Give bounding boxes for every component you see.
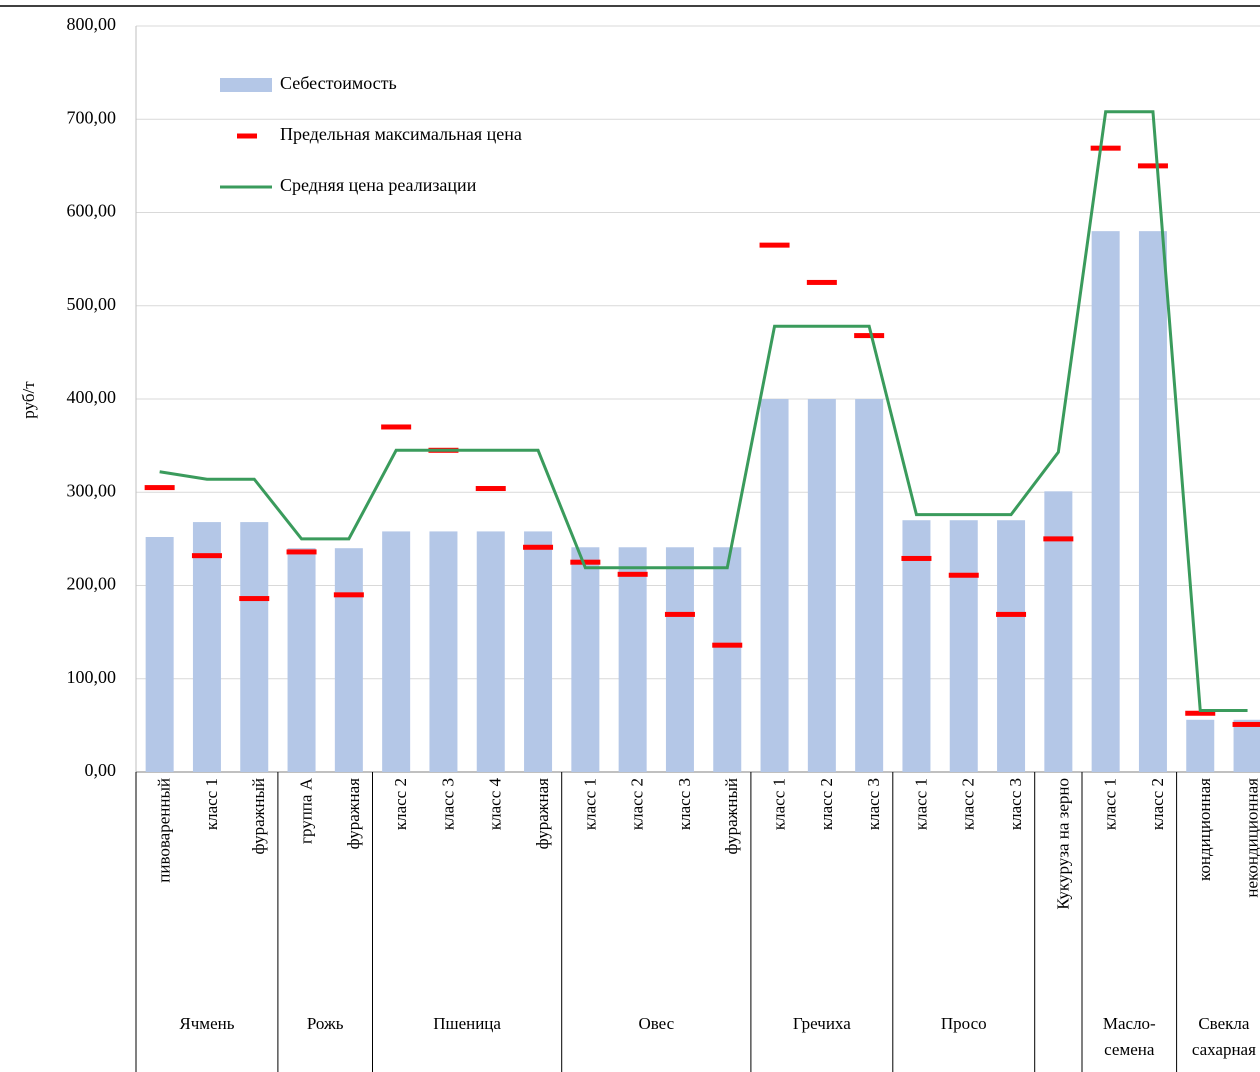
y-tick-label: 700,00: [67, 107, 117, 127]
price-marker: [1091, 146, 1121, 151]
bar: [1139, 231, 1167, 772]
x-tick-label: класс 2: [628, 778, 647, 830]
price-marker: [381, 424, 411, 429]
price-marker: [618, 572, 648, 577]
bar: [1234, 720, 1260, 772]
page: {"chart_data": { "type": "combo", "y_lab…: [0, 0, 1260, 1072]
x-tick-label: класс 3: [675, 778, 694, 830]
x-tick-label: Кукуруза на зерно: [1053, 778, 1072, 910]
group-label: Овес: [638, 1014, 674, 1033]
price-line: [160, 112, 1248, 711]
price-marker: [901, 556, 931, 561]
x-tick-label: класс 1: [1101, 778, 1120, 830]
bar: [1092, 231, 1120, 772]
x-tick-label: пивоваренный: [155, 778, 174, 883]
legend-label: Себестоимость: [280, 73, 397, 93]
bar: [1044, 491, 1072, 772]
bar: [855, 399, 883, 772]
bar: [477, 531, 505, 772]
group-label: Рожь: [307, 1014, 344, 1033]
price-marker: [1233, 722, 1260, 727]
x-tick-label: класс 2: [1148, 778, 1167, 830]
price-marker: [145, 485, 175, 490]
legend-swatch: [220, 78, 272, 92]
y-tick-label: 800,00: [67, 14, 117, 34]
price-marker: [192, 553, 222, 558]
price-marker: [854, 333, 884, 338]
price-marker: [996, 612, 1026, 617]
legend-swatch: [237, 134, 257, 139]
group-label: Просо: [941, 1014, 987, 1033]
bar: [997, 520, 1025, 772]
bar: [619, 547, 647, 772]
y-tick-label: 200,00: [67, 574, 117, 594]
group-label: Ячмень: [179, 1014, 234, 1033]
group-label: рапса: [1109, 1066, 1150, 1072]
x-tick-label: класс 1: [769, 778, 788, 830]
bar: [713, 547, 741, 772]
bar: [1186, 720, 1214, 772]
bar: [146, 537, 174, 772]
price-marker: [476, 486, 506, 491]
y-tick-label: 300,00: [67, 480, 117, 500]
x-tick-label: фуражный: [249, 778, 268, 855]
price-marker: [712, 643, 742, 648]
y-tick-label: 0,00: [85, 760, 117, 780]
price-marker: [334, 592, 364, 597]
bar: [808, 399, 836, 772]
price-marker: [239, 596, 269, 601]
price-marker: [1138, 163, 1168, 168]
price-marker: [949, 573, 979, 578]
group-label: Свекла: [1198, 1014, 1250, 1033]
x-tick-label: класс 2: [391, 778, 410, 830]
y-tick-label: 400,00: [67, 387, 117, 407]
bar: [666, 547, 694, 772]
legend-label: Предельная максимальная цена: [280, 124, 522, 144]
group-label: сахарная: [1192, 1040, 1256, 1059]
bar: [382, 531, 410, 772]
x-tick-label: класс 1: [202, 778, 221, 830]
y-axis-label: руб/т: [19, 381, 38, 419]
price-marker: [523, 545, 553, 550]
price-marker: [665, 612, 695, 617]
bar: [429, 531, 457, 772]
legend-label: Средняя цена реализации: [280, 175, 477, 195]
x-tick-label: класс 3: [864, 778, 883, 830]
group-label: Гречиха: [793, 1014, 851, 1033]
x-tick-label: класс 1: [911, 778, 930, 830]
bar: [950, 520, 978, 772]
bar: [524, 531, 552, 772]
chart: руб/т 0,00 100,00 200,00 300,00 400,00 500,00…: [0, 0, 1260, 1072]
x-tick-label: класс 1: [580, 778, 599, 830]
x-tick-label: фуражный: [722, 778, 741, 855]
group-label: Масло-: [1103, 1014, 1156, 1033]
bar: [193, 522, 221, 772]
bar: [761, 399, 789, 772]
y-tick-label: 500,00: [67, 294, 117, 314]
x-tick-label: некондиционная: [1242, 778, 1260, 898]
x-tick-label: фуражная: [533, 778, 552, 850]
x-tick-label: класс 4: [486, 778, 505, 831]
x-tick-label: группа А: [296, 777, 315, 844]
bar: [335, 548, 363, 772]
price-marker: [1043, 536, 1073, 541]
group-label: семена: [1104, 1040, 1155, 1059]
x-tick-label: класс 3: [438, 778, 457, 830]
price-marker: [760, 243, 790, 248]
bar: [240, 522, 268, 772]
y-tick-label: 600,00: [67, 201, 117, 221]
x-tick-label: класс 2: [817, 778, 836, 830]
bar: [288, 548, 316, 772]
x-tick-label: фуражная: [344, 778, 363, 850]
x-tick-label: кондиционная: [1195, 778, 1214, 881]
price-marker: [807, 280, 837, 285]
x-tick-label: класс 2: [959, 778, 978, 830]
price-marker: [287, 549, 317, 554]
bar: [571, 547, 599, 772]
x-tick-label: класс 3: [1006, 778, 1025, 830]
y-tick-label: 100,00: [67, 667, 117, 687]
group-label: Пшеница: [433, 1014, 501, 1033]
